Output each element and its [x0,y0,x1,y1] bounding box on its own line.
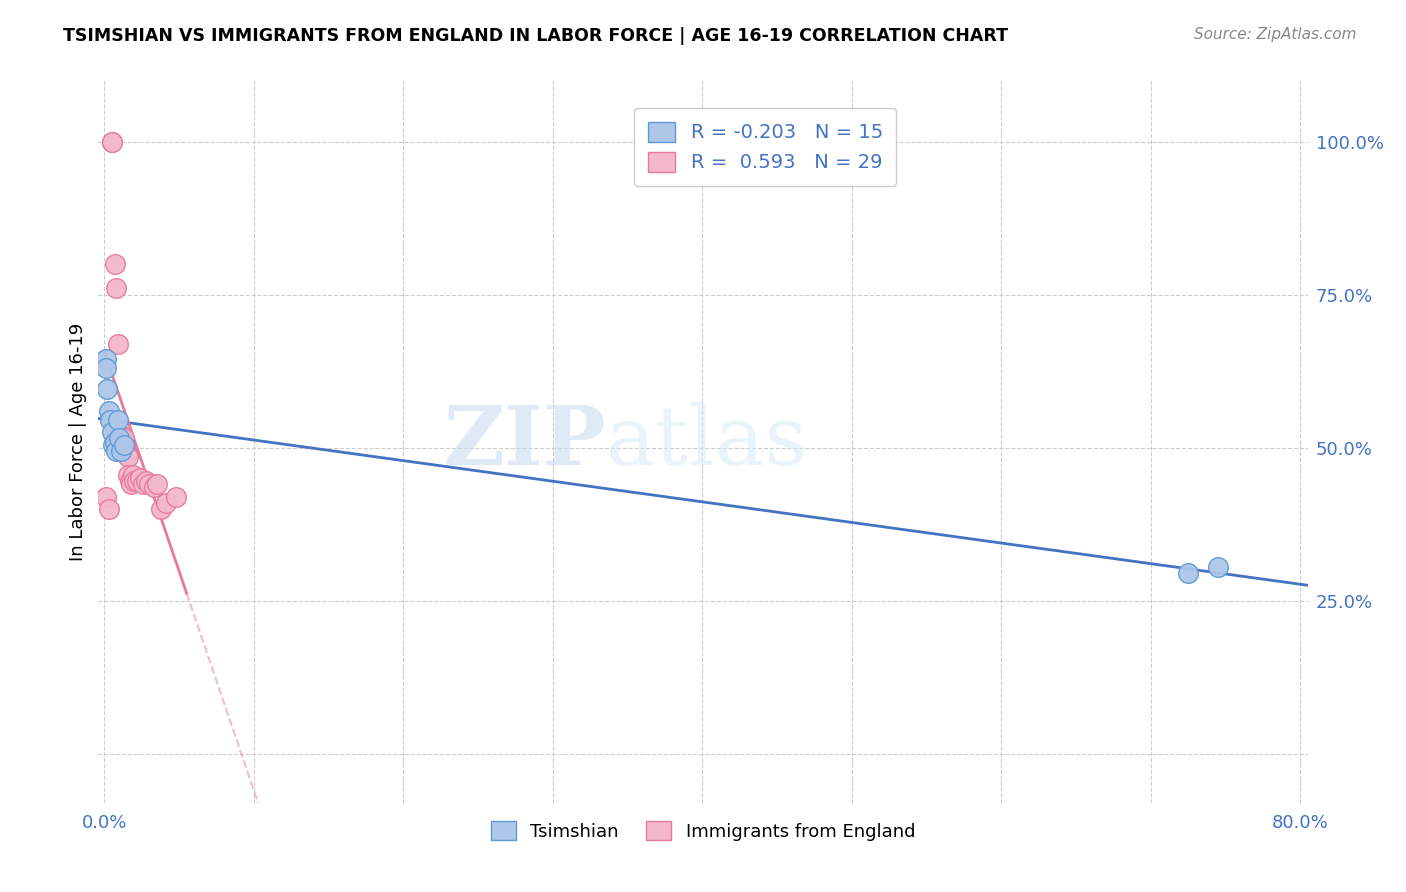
Point [165,490,187,504]
Legend: Tsimshian, Immigrants from England: Tsimshian, Immigrants from England [484,814,922,848]
Point [115,447,138,461]
Point [108,432,131,446]
Y-axis label: In Labor Force | Age 16-19: In Labor Force | Age 16-19 [69,322,87,561]
Point [121,468,143,483]
Point [100,413,122,427]
Point [142,480,165,494]
Text: ZIP: ZIP [444,401,606,482]
Point [101,135,124,149]
Point [138,477,160,491]
Point [117,450,139,464]
Point [135,475,157,489]
Point [117,468,139,483]
Point [155,496,177,510]
Point [101,425,124,440]
Point [94,351,117,366]
Point [108,434,131,449]
Point [107,336,129,351]
Text: TSIMSHIAN VS IMMIGRANTS FROM ENGLAND IN LABOR FORCE | AGE 16-19 CORRELATION CHAR: TSIMSHIAN VS IMMIGRANTS FROM ENGLAND IN … [63,27,1008,45]
Point [105,443,128,458]
Point [150,502,173,516]
Point [120,477,142,491]
Point [132,477,155,491]
Point [118,475,141,489]
Point [127,475,149,489]
Text: Source: ZipAtlas.com: Source: ZipAtlas.com [1194,27,1357,42]
Point [101,135,124,149]
Point [124,475,146,489]
Point [107,413,129,427]
Point [104,257,127,271]
Point [114,441,136,455]
Point [97,502,120,516]
Point [111,441,134,455]
Point [110,428,132,442]
Text: atlas: atlas [606,401,808,482]
Point [94,490,117,504]
Point [96,383,118,397]
Point [1177,566,1199,581]
Point [112,432,135,446]
Point [103,437,125,451]
Point [104,434,127,449]
Point [129,471,152,485]
Point [105,281,128,295]
Point [1206,560,1229,574]
Point [94,361,117,376]
Point [145,477,167,491]
Point [97,404,120,418]
Point [112,437,135,451]
Point [110,443,132,458]
